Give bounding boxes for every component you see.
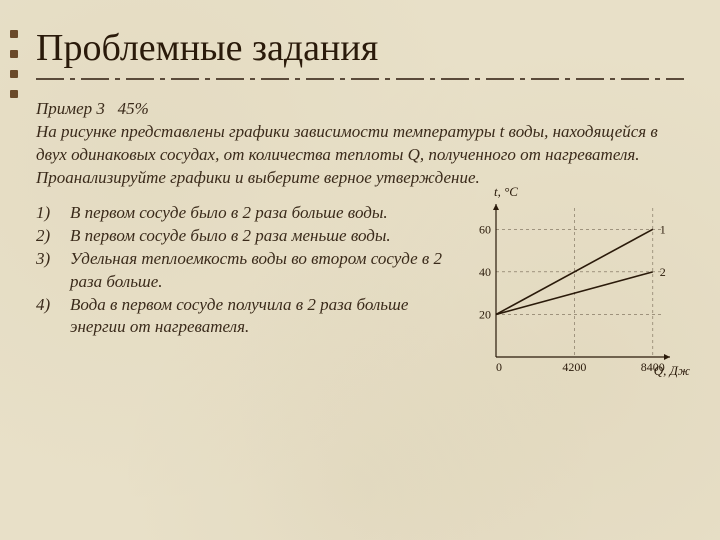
x-axis-label: Q, Дж [654,363,690,379]
options-list: 1) В первом сосуде было в 2 раза больше … [36,202,454,377]
percent-label: 45% [118,99,149,118]
option-text: Вода в первом сосуде получила в 2 раза б… [70,294,454,340]
svg-text:20: 20 [479,307,491,321]
chart-container: t, °C 20406004200840012 Q, Дж [466,202,684,377]
chart-svg: 20406004200840012 [466,202,684,377]
option-3: 3) Удельная теплоемкость воды во втором … [36,248,454,294]
option-number: 2) [36,225,70,248]
svg-text:2: 2 [660,265,666,279]
decorative-bullet [10,70,18,78]
svg-text:60: 60 [479,222,491,236]
option-text: Удельная теплоемкость воды во втором сос… [70,248,454,294]
title-underline [36,78,684,80]
decorative-bullet [10,30,18,38]
option-text: В первом сосуде было в 2 раза меньше вод… [70,225,391,248]
option-2: 2) В первом сосуде было в 2 раза меньше … [36,225,454,248]
svg-text:4200: 4200 [562,360,586,374]
decorative-bullet [10,50,18,58]
option-4: 4) Вода в первом сосуде получила в 2 раз… [36,294,454,340]
svg-text:1: 1 [660,222,666,236]
option-text: В первом сосуде было в 2 раза больше вод… [70,202,388,225]
option-number: 3) [36,248,70,294]
option-number: 4) [36,294,70,340]
page-title: Проблемные задания [36,26,684,70]
option-number: 1) [36,202,70,225]
decorative-bullet [10,90,18,98]
svg-text:40: 40 [479,265,491,279]
example-label: Пример 3 [36,99,105,118]
option-1: 1) В первом сосуде было в 2 раза больше … [36,202,454,225]
y-axis-label: t, °C [494,184,518,200]
svg-text:0: 0 [496,360,502,374]
temperature-chart: t, °C 20406004200840012 Q, Дж [466,202,684,377]
intro-body: На рисунке представлены графики зависимо… [36,122,658,187]
intro-paragraph: Пример 3 45% На рисунке представлены гра… [36,98,684,190]
